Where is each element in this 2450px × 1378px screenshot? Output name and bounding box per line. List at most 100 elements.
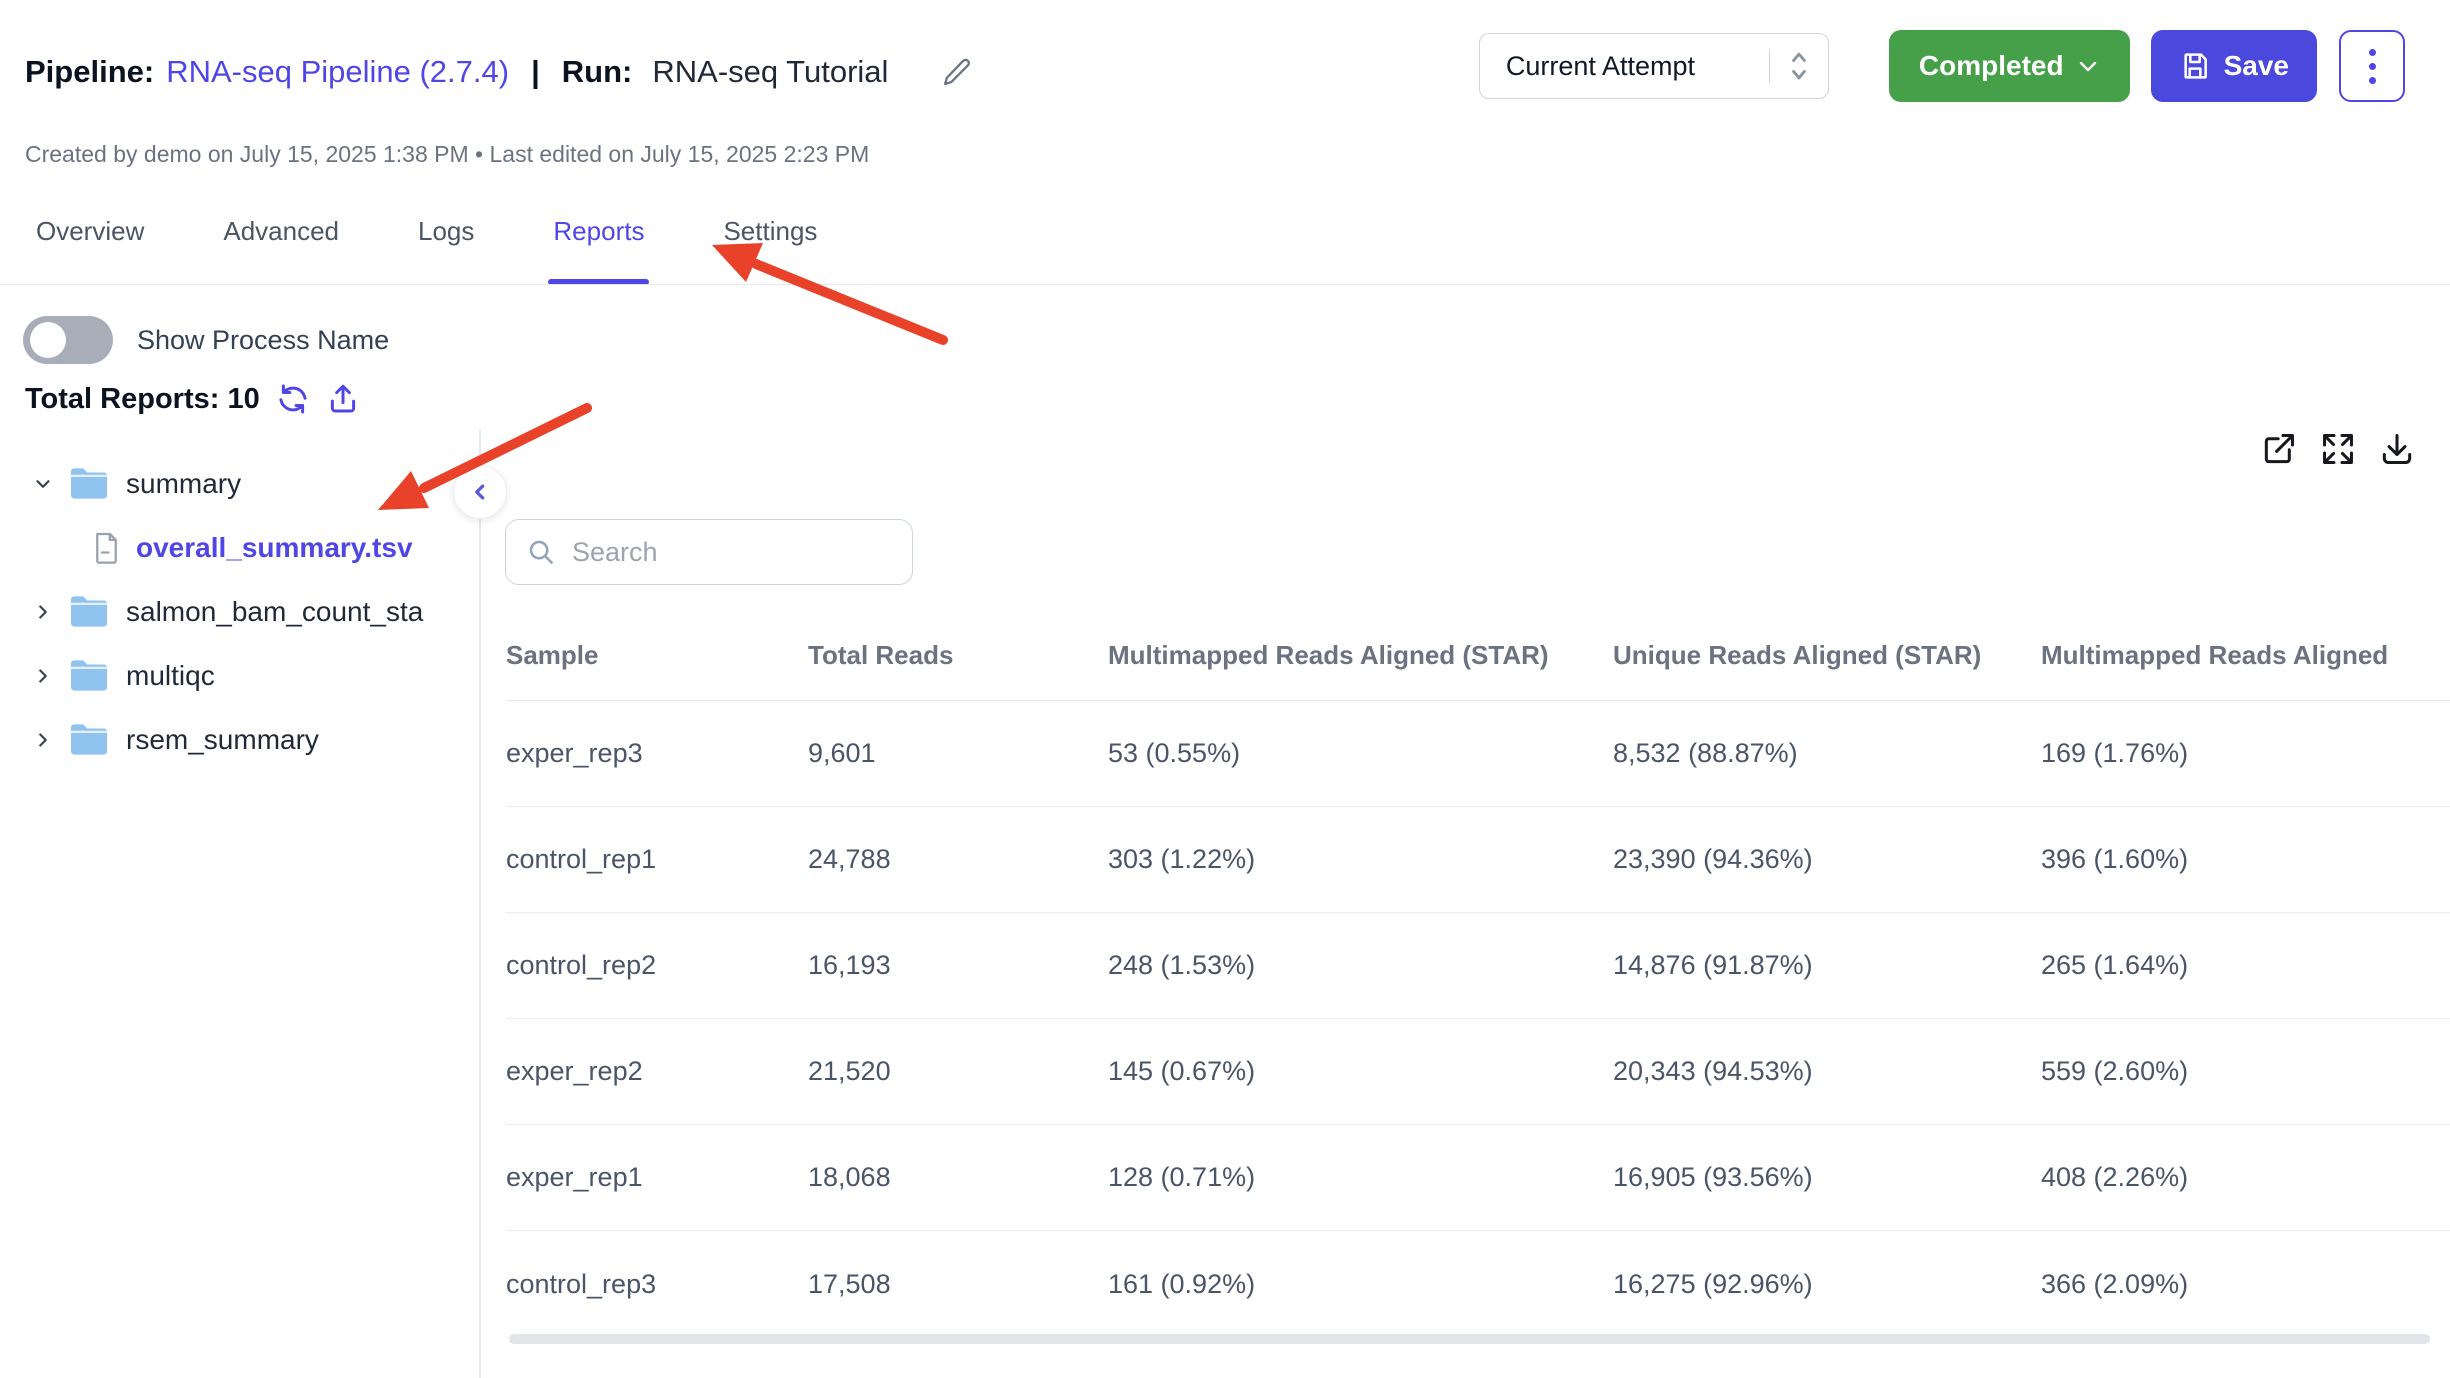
refresh-icon <box>276 382 310 416</box>
total-reports-label: Total Reports: 10 <box>25 382 260 415</box>
save-button-label: Save <box>2223 50 2289 81</box>
status-button[interactable]: Completed <box>1888 30 2130 102</box>
tree-folder-multiqc[interactable]: multiqc <box>0 644 478 708</box>
table-cell: 366 (2.09%) <box>2041 1268 2189 1299</box>
collapse-sidebar-button[interactable] <box>453 465 507 519</box>
toggle-label: Show Process Name <box>137 324 390 355</box>
tabs-bottom-border <box>0 284 2450 285</box>
more-actions-button[interactable] <box>2339 30 2405 102</box>
tab-settings[interactable]: Settings <box>723 216 818 246</box>
table-cell: exper_rep1 <box>506 1162 643 1192</box>
column-header: Sample <box>506 639 599 670</box>
status-button-label: Completed <box>1918 50 2064 81</box>
tree-item-label: rsem_summary <box>126 724 319 755</box>
tab-reports[interactable]: Reports <box>548 202 650 285</box>
show-process-name-toggle[interactable] <box>23 316 113 364</box>
table-cell: 396 (1.60%) <box>2041 844 2189 874</box>
chevron-right-icon[interactable] <box>30 601 56 623</box>
table-cell: 128 (0.71%) <box>1108 1162 1256 1192</box>
search-input[interactable] <box>572 536 892 568</box>
folder-icon <box>68 466 110 502</box>
download-icon <box>2378 430 2416 468</box>
pencil-icon <box>940 55 974 89</box>
run-label: Run: <box>561 54 633 89</box>
upload-icon <box>326 382 360 416</box>
chevron-down-icon[interactable] <box>30 473 56 495</box>
total-reports-row: Total Reports: 10 <box>25 382 360 416</box>
chevron-right-icon[interactable] <box>30 665 56 687</box>
table-cell: control_rep2 <box>506 950 657 980</box>
pipeline-name-link[interactable]: RNA-seq Pipeline (2.7.4) <box>166 54 510 89</box>
table-row-exper_rep1: exper_rep1 18,068 128 (0.71%) 16,905 (93.56… <box>506 1125 2450 1231</box>
edit-run-name-button[interactable] <box>940 55 974 89</box>
pipeline-label: Pipeline: <box>25 54 155 89</box>
folder-icon <box>68 658 110 694</box>
table-cell: 265 (1.64%) <box>2041 950 2189 980</box>
table-row-exper_rep3: exper_rep3 9,601 53 (0.55%) 8,532 (88.87%) 1… <box>506 701 2450 807</box>
folder-icon <box>68 594 110 630</box>
kebab-menu-icon <box>2368 48 2376 84</box>
table-cell: 14,876 (91.87%) <box>1613 950 1813 980</box>
table-cell: 8,532 (88.87%) <box>1613 738 1798 768</box>
export-reports-button[interactable] <box>326 382 360 416</box>
chevron-down-icon <box>2076 54 2100 78</box>
table-cell: 21,520 <box>808 1056 891 1086</box>
table-search <box>505 519 913 585</box>
table-cell: control_rep3 <box>506 1268 657 1299</box>
updown-chevrons-icon <box>1770 47 1828 85</box>
table-cell: 169 (1.76%) <box>2041 738 2189 768</box>
title-separator: | <box>531 54 540 89</box>
table-body: exper_rep3 9,601 53 (0.55%) 8,532 (88.87%) 1… <box>506 701 2450 1337</box>
save-button[interactable]: Save <box>2150 30 2317 102</box>
table-cell: 248 (1.53%) <box>1108 950 1256 980</box>
table-cell: exper_rep3 <box>506 738 643 768</box>
expand-icon <box>2319 430 2357 468</box>
toggle-knob <box>30 322 66 358</box>
table-row-control_rep1: control_rep1 24,788 303 (1.22%) 23,390 (94.… <box>506 807 2450 913</box>
table-cell: 559 (2.60%) <box>2041 1056 2189 1086</box>
page-title: Pipeline: RNA-seq Pipeline (2.7.4) | Run… <box>25 42 974 102</box>
table-cell: 408 (2.26%) <box>2041 1162 2189 1192</box>
tab-advanced[interactable]: Advanced <box>223 216 340 246</box>
chevron-right-icon[interactable] <box>30 729 56 751</box>
table-cell: 23,390 (94.36%) <box>1613 844 1813 874</box>
table-cell: 18,068 <box>808 1162 891 1192</box>
horizontal-scrollbar[interactable] <box>509 1334 2430 1344</box>
table-cell: 17,508 <box>808 1268 891 1299</box>
tree-folder-rsem-summary[interactable]: rsem_summary <box>0 708 478 772</box>
show-process-name-row: Show Process Name <box>23 316 389 364</box>
open-external-button[interactable] <box>2260 430 2298 468</box>
select-divider <box>1768 49 1770 83</box>
chevron-left-icon <box>467 479 493 505</box>
table-cell: exper_rep2 <box>506 1056 643 1086</box>
column-header: Multimapped Reads Aligned <box>2041 639 2389 670</box>
header-controls: Current Attempt Completed Save <box>1478 30 2405 102</box>
tree-item-label: salmon_bam_count_sta <box>126 596 424 627</box>
refresh-reports-button[interactable] <box>276 382 310 416</box>
tree-item-label: summary <box>126 468 242 499</box>
tab-bar: Overview Advanced Logs Reports Settings <box>36 202 817 285</box>
file-icon <box>93 532 120 565</box>
download-report-button[interactable] <box>2378 430 2416 468</box>
tree-folder-summary[interactable]: summary <box>0 452 478 516</box>
table-cell: 145 (0.67%) <box>1108 1056 1256 1086</box>
external-link-icon <box>2260 430 2298 468</box>
tab-logs[interactable]: Logs <box>418 216 475 246</box>
attempt-select[interactable]: Current Attempt <box>1478 33 1829 99</box>
table-cell: 16,193 <box>808 950 891 980</box>
tree-file-overall-summary-tsv[interactable]: overall_summary.tsv <box>0 516 478 580</box>
tab-overview[interactable]: Overview <box>36 216 145 246</box>
floppy-disk-icon <box>2179 50 2211 82</box>
table-cell: 16,905 (93.56%) <box>1613 1162 1813 1192</box>
viewer-actions <box>2260 430 2416 468</box>
table-cell: 53 (0.55%) <box>1108 738 1241 768</box>
table-cell: 16,275 (92.96%) <box>1613 1268 1813 1299</box>
reports-file-tree: summary overall_summary.tsv salmon_bam_cou… <box>0 452 478 772</box>
fullscreen-button[interactable] <box>2319 430 2357 468</box>
tree-folder-salmon-bam-count-sta[interactable]: salmon_bam_count_sta <box>0 580 478 644</box>
tree-item-label: overall_summary.tsv <box>136 532 413 563</box>
column-header: Total Reads <box>808 639 954 670</box>
tree-item-label: multiqc <box>126 660 215 691</box>
table-cell: 20,343 (94.53%) <box>1613 1056 1813 1086</box>
